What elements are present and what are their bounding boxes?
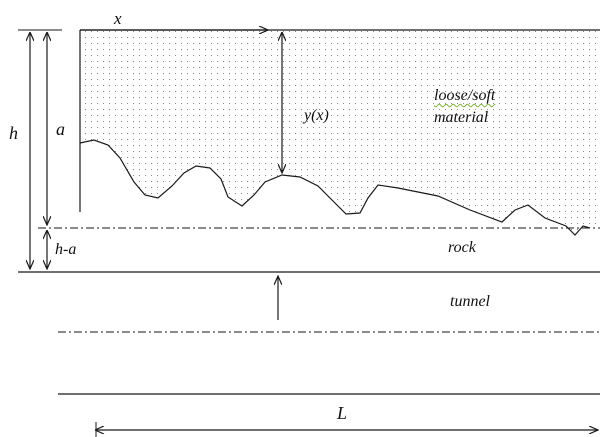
material-label: material bbox=[434, 109, 489, 126]
rock-interface-curve bbox=[79, 139, 591, 236]
h-minus-a-label: h-a bbox=[55, 241, 77, 258]
L-label: L bbox=[337, 403, 348, 423]
x-axis-label: x bbox=[114, 9, 122, 28]
a-label: a bbox=[56, 119, 65, 139]
rock-label: rock bbox=[448, 239, 476, 256]
y-of-x-label: y(x) bbox=[304, 107, 329, 124]
tunnel-label: tunnel bbox=[450, 293, 490, 310]
h-label: h bbox=[9, 123, 18, 143]
loose-soft-label: loose/soft bbox=[434, 87, 496, 104]
loose-material-region bbox=[80, 30, 600, 235]
